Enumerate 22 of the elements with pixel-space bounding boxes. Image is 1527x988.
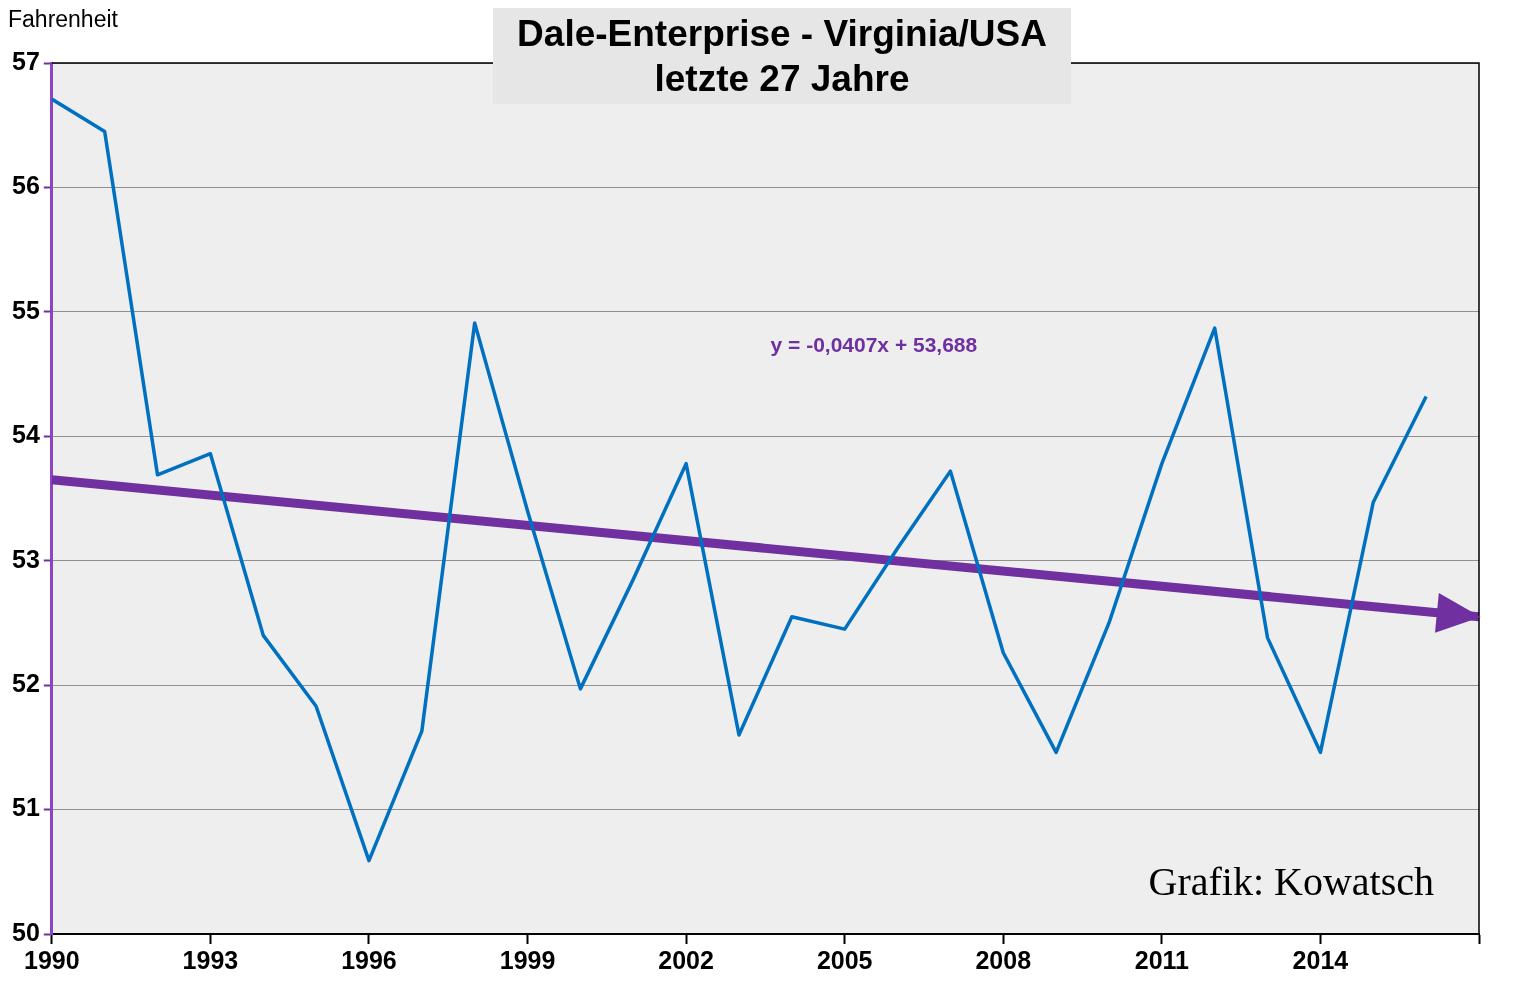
y-tick-label: 51 (12, 793, 40, 822)
chart-title: Dale-Enterprise - Virginia/USA (516, 12, 1048, 56)
y-tick-label: 56 (12, 171, 40, 200)
x-tick-label: 2011 (1134, 945, 1190, 974)
y-tick-label: 53 (12, 544, 40, 573)
y-tick-label: 57 (12, 46, 40, 75)
y-tick-label: 55 (12, 295, 40, 324)
x-tick-label: 2008 (975, 945, 1032, 974)
x-tick-label: 1993 (182, 945, 239, 974)
y-axis-title: Fahrenheit (8, 6, 118, 33)
x-tick-label: 1996 (341, 945, 397, 974)
x-tick-label: 2005 (816, 945, 873, 974)
x-tick-label: 2014 (1292, 945, 1349, 974)
chart-subtitle: letzte 27 Jahre (653, 57, 911, 101)
y-tick-label: 50 (12, 917, 40, 946)
x-tick-label: 1999 (499, 945, 556, 974)
x-tick-label: 2002 (658, 945, 714, 974)
annotation: y = -0,0407x + 53,688 (770, 332, 978, 356)
x-tick-label: 1990 (24, 945, 80, 974)
annotation: Grafik: Kowatsch (1148, 858, 1434, 904)
y-tick-label: 52 (12, 669, 40, 698)
y-tick-label: 54 (12, 420, 40, 449)
